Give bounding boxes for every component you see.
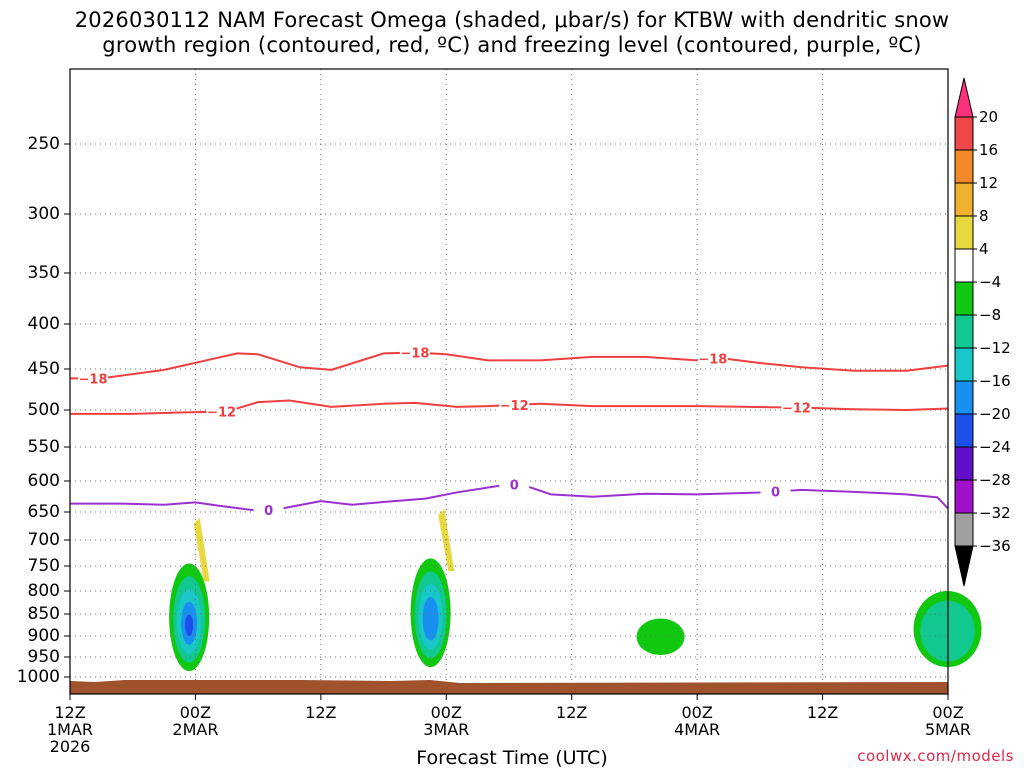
terrain-strip: [70, 680, 948, 694]
x-tick-label-12-1: 2MAR: [172, 720, 219, 739]
y-tick-label-600: 600: [27, 471, 60, 491]
colorbar-segment-4: [954, 248, 974, 283]
y-tick-label-1000: 1000: [16, 667, 60, 687]
colorbar-segment-0: [954, 116, 974, 151]
contour-label-bg-2-1: [499, 477, 530, 492]
y-tick-label-500: 500: [27, 400, 60, 420]
colorbar-segment-8: [954, 380, 974, 415]
x-axis-label: Forecast Time (UTC): [416, 747, 608, 769]
x-tick-label-36-1: 3MAR: [423, 720, 470, 739]
contour-label-2-2: 0: [771, 486, 780, 501]
colorbar-label-9: −20: [979, 405, 1011, 423]
colorbar-label-0: 20: [979, 108, 999, 126]
y-tick-label-750: 750: [27, 556, 60, 576]
y-tick-label-300: 300: [27, 204, 60, 224]
omega-positive-region-5: [438, 509, 455, 572]
contour-label-0-2: −18: [698, 352, 727, 367]
colorbar-label-13: −36: [979, 537, 1011, 555]
y-tick-label-850: 850: [27, 604, 60, 624]
omega-region-2-level-0: [636, 618, 685, 655]
y-tick-label-900: 900: [27, 626, 60, 646]
colorbar-segment-9: [954, 413, 974, 448]
colorbar-segment-12: [954, 512, 974, 547]
contour-label-bg-1-2: [781, 400, 812, 415]
x-tick-label-12-0: 00Z: [179, 703, 212, 722]
colorbar-bottom-arrow: [954, 545, 974, 587]
chart-title-line-2: growth region (contoured, red, ºC) and f…: [102, 33, 922, 57]
contour-label-0-0: −18: [79, 372, 108, 387]
y-tick-label-800: 800: [27, 581, 60, 601]
contour-line-0: [70, 351, 949, 380]
contour-label-bg-0-1: [399, 345, 430, 360]
y-tick-label-650: 650: [27, 502, 60, 522]
contour-line-2: [70, 483, 949, 512]
contour-label-bg-2-0: [253, 502, 284, 517]
colorbar-label-1: 16: [979, 141, 999, 159]
colorbar-label-10: −24: [979, 438, 1011, 456]
contour-label-1-2: −12: [782, 402, 811, 417]
x-tick-label-48-0: 12Z: [556, 703, 588, 722]
omega-region-1-level-3: [422, 597, 439, 641]
contour-label-1-0: −12: [207, 406, 236, 421]
plot-border: [69, 68, 949, 695]
contour-label-bg-2-2: [760, 484, 791, 499]
colorbar-label-6: −8: [979, 306, 1002, 324]
x-tick-label-24-0: 12Z: [305, 703, 337, 722]
colorbar-segment-7: [954, 347, 974, 382]
omega-region-0-level-4: [185, 614, 194, 637]
y-tick-label-450: 450: [27, 359, 60, 379]
x-tick-label-0-2: 2026: [49, 737, 91, 756]
x-tick-label-84-0: 00Z: [932, 703, 964, 722]
y-tick-label-350: 350: [27, 263, 60, 283]
omega-positive-region-4: [193, 517, 210, 582]
colorbar-label-3: 8: [979, 207, 989, 225]
y-tick-label-550: 550: [27, 437, 60, 457]
x-tick-label-36-0: 00Z: [430, 703, 462, 722]
y-tick-label-250: 250: [27, 134, 60, 154]
contour-label-bg-0-2: [697, 351, 728, 366]
contour-label-2-1: 0: [510, 479, 519, 494]
contour-label-0-1: −18: [400, 347, 429, 362]
colorbar-segment-2: [954, 182, 974, 217]
y-tick-label-950: 950: [27, 647, 60, 667]
colorbar-segment-10: [954, 446, 974, 481]
contour-label-bg-1-1: [499, 397, 530, 412]
plot-frame: [69, 68, 949, 695]
colorbar-segment-3: [954, 215, 974, 250]
colorbar-segment-1: [954, 149, 974, 184]
contour-label-bg-0-0: [77, 371, 108, 386]
colorbar-label-11: −28: [979, 471, 1011, 489]
contour-label-bg-1-0: [206, 404, 237, 419]
colorbar-segment-11: [954, 479, 974, 514]
x-tick-label-84-1: 5MAR: [924, 720, 972, 739]
x-tick-label-60-0: 00Z: [681, 703, 713, 722]
y-tick-label-700: 700: [27, 530, 60, 550]
chart-title-line-1: 2026030112 NAM Forecast Omega (shaded, μ…: [74, 8, 950, 32]
colorbar-label-8: −16: [979, 372, 1011, 390]
colorbar-segment-6: [954, 314, 974, 349]
x-tick-label-72-0: 12Z: [806, 703, 839, 722]
y-tick-label-400: 400: [27, 314, 60, 334]
colorbar-segment-5: [954, 281, 974, 316]
contour-label-2-0: 0: [264, 504, 273, 519]
x-tick-label-60-1: 4MAR: [674, 720, 721, 739]
colorbar-top-arrow: [954, 77, 974, 118]
colorbar-label-12: −32: [979, 504, 1011, 522]
source-credit[interactable]: coolwx.com/models: [857, 747, 1014, 765]
colorbar-label-4: 4: [979, 240, 989, 258]
colorbar-label-5: −4: [979, 273, 1002, 291]
x-tick-label-0-0: 12Z: [54, 703, 86, 722]
x-tick-label-0-1: 1MAR: [46, 720, 94, 739]
colorbar-label-7: −12: [979, 339, 1011, 357]
contour-label-1-1: −12: [500, 399, 529, 414]
colorbar-label-2: 12: [979, 174, 999, 192]
